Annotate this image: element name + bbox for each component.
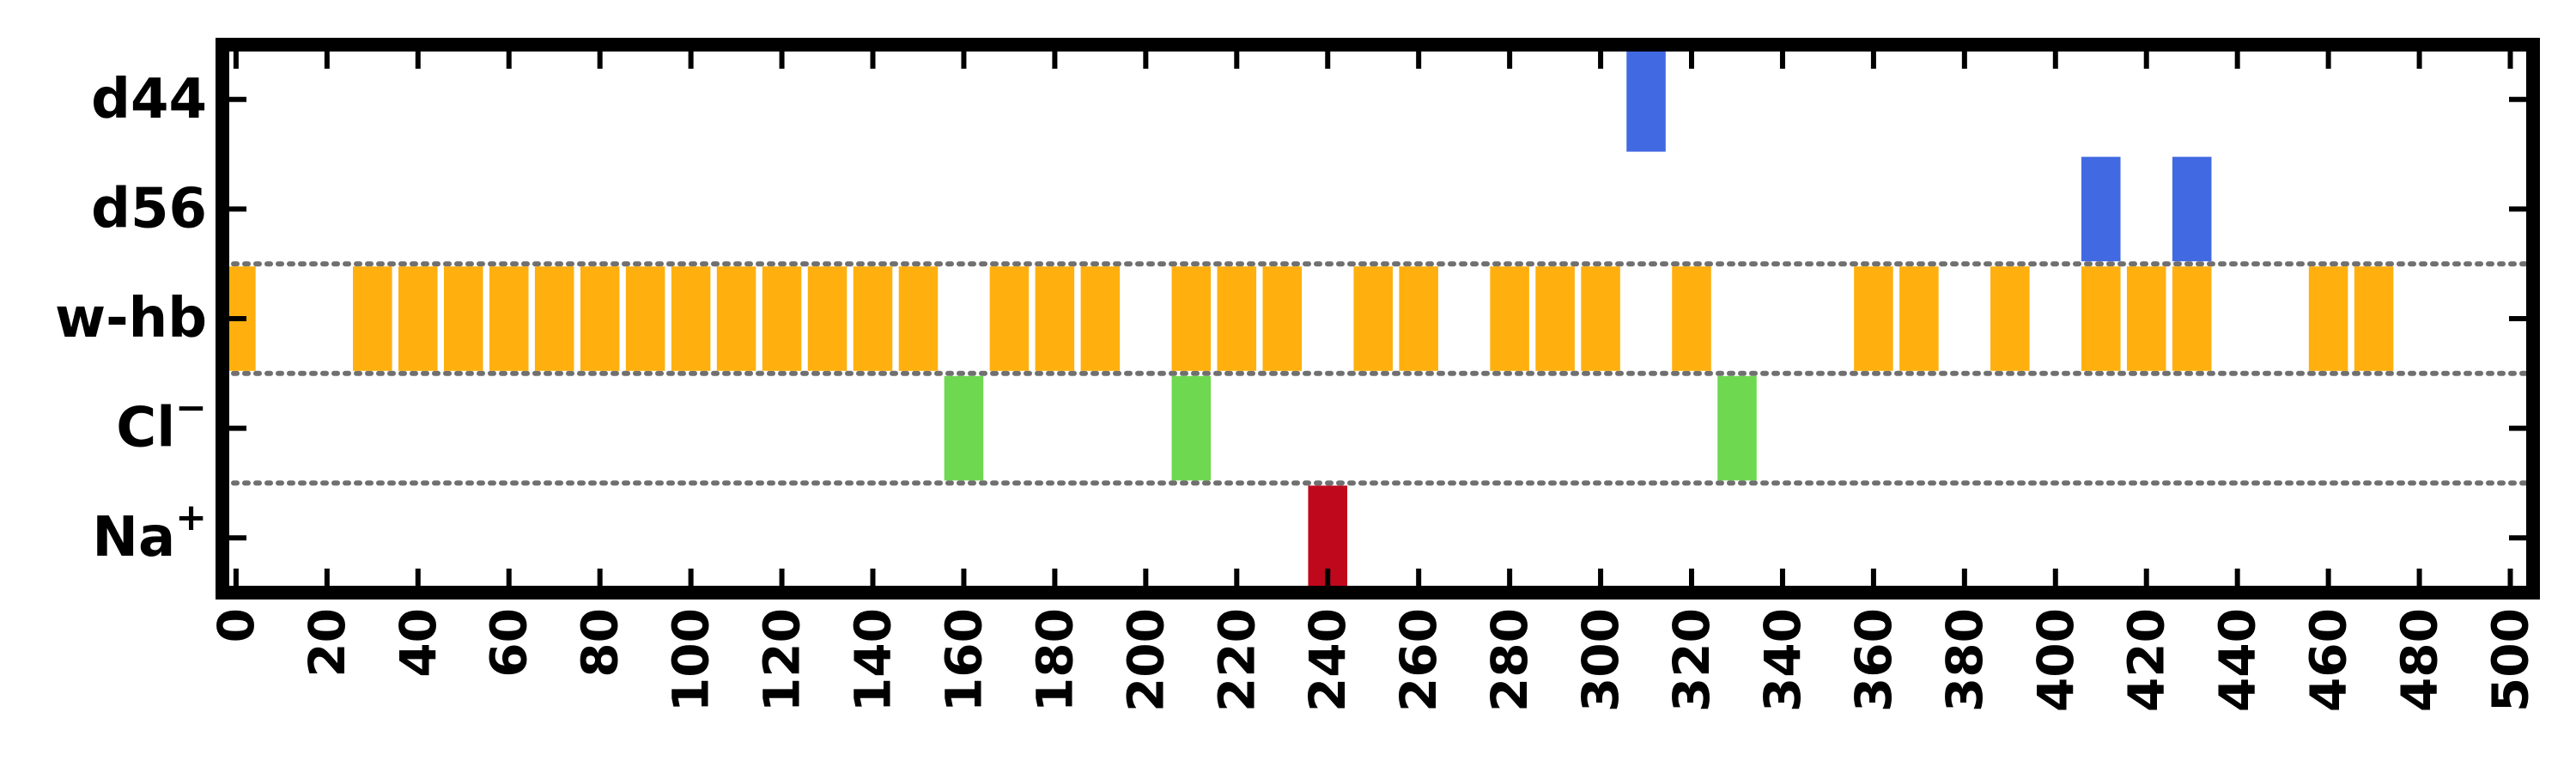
event-bar-w-hb xyxy=(1535,266,1575,371)
x-tick-label: 120 xyxy=(753,608,811,712)
event-bar-w-hb xyxy=(580,266,620,371)
x-tick-label: 180 xyxy=(1025,608,1084,712)
event-bar-w-hb xyxy=(489,266,529,371)
x-tick-label: 300 xyxy=(1571,608,1630,712)
row-separators xyxy=(220,261,2536,486)
event-bar-w-hb xyxy=(762,266,802,371)
event-bar-w-hb xyxy=(2308,266,2348,371)
event-bar-w-hb xyxy=(1581,266,1620,371)
event-bar-w-hb xyxy=(2354,266,2394,371)
x-axis-tick-labels: 0 20 40 60 80 100 120 140 160 180 200 220 240 260 280 3… xyxy=(207,608,2540,712)
event-bar-w-hb xyxy=(398,266,438,371)
event-bar-w-hb xyxy=(807,266,848,371)
event-bar-w-hb xyxy=(625,266,665,371)
event-bar-w-hb xyxy=(534,266,574,371)
event-bar-w-hb xyxy=(2172,266,2212,371)
event-bar-w-hb xyxy=(898,266,939,371)
x-tick-label: 100 xyxy=(662,608,720,712)
y-tick-label-cl: Cl− xyxy=(116,386,207,460)
x-tick-label: 20 xyxy=(298,608,356,678)
event-bars xyxy=(216,47,2394,590)
x-tick-label: 440 xyxy=(2208,608,2267,712)
event-bar-w-hb xyxy=(989,266,1030,371)
event-bar-w-hb xyxy=(1854,266,1893,371)
x-tick-label: 160 xyxy=(934,608,993,712)
event-bar-w-hb xyxy=(716,266,756,371)
y-axis-tick-labels: d44 d56 w-hb Cl− Na+ xyxy=(55,68,207,569)
x-tick-label: 500 xyxy=(2482,608,2540,712)
event-bar-w-hb xyxy=(353,266,392,371)
event-bar-w-hb xyxy=(1399,266,1438,371)
x-tick-label: 380 xyxy=(1935,608,1994,712)
x-tick-label: 460 xyxy=(2300,608,2358,712)
event-bar-d44 xyxy=(1626,47,1666,152)
event-bar-w-hb xyxy=(1035,266,1075,371)
event-bar-w-hb xyxy=(853,266,893,371)
event-bar-w-hb xyxy=(1899,266,1939,371)
x-tick-label: 340 xyxy=(1753,608,1812,712)
plot-frame xyxy=(216,38,2540,600)
event-bar-cl xyxy=(1717,375,1757,481)
x-tick-label: 400 xyxy=(2026,608,2085,712)
x-tick-label: 260 xyxy=(1389,608,1448,712)
x-tick-label: 240 xyxy=(1298,608,1357,712)
event-bar-w-hb xyxy=(443,266,483,371)
x-tick-label: 320 xyxy=(1662,608,1721,712)
x-tick-label: 80 xyxy=(571,608,629,678)
event-bar-w-hb xyxy=(2126,266,2166,371)
event-bar-w-hb xyxy=(1353,266,1393,371)
event-bar-cl xyxy=(1171,375,1212,481)
x-tick-label: 420 xyxy=(2117,608,2176,712)
event-bar-cl xyxy=(944,375,984,481)
event-bar-w-hb xyxy=(1490,266,1529,371)
x-tick-label: 200 xyxy=(1116,608,1175,712)
x-tick-label: 480 xyxy=(2391,608,2449,712)
x-tick-label: 140 xyxy=(844,608,902,712)
y-tick-label-charge: + xyxy=(175,496,207,539)
event-bar-w-hb xyxy=(2081,266,2121,371)
event-bar-w-hb xyxy=(1262,266,1303,371)
x-tick-label: 60 xyxy=(480,608,538,678)
event-bar-w-hb xyxy=(671,266,711,371)
event-bar-w-hb xyxy=(1990,266,2030,371)
event-bar-w-hb xyxy=(1217,266,1257,371)
x-tick-label: 220 xyxy=(1207,608,1266,712)
event-bar-d56 xyxy=(2081,156,2121,262)
event-bar-d56 xyxy=(2172,156,2212,262)
x-tick-label: 360 xyxy=(1844,608,1903,712)
event-bar-w-hb xyxy=(1171,266,1212,371)
x-tick-label: 40 xyxy=(389,608,447,678)
y-tick-label-d56: d56 xyxy=(91,177,207,240)
y-tick-label-d44: d44 xyxy=(91,68,207,131)
y-tick-label-charge: − xyxy=(175,386,207,429)
x-tick-label: 280 xyxy=(1480,608,1539,712)
event-bar-w-hb xyxy=(1080,266,1121,371)
event-bar-w-hb xyxy=(1672,266,1711,371)
y-tick-label-w-hb: w-hb xyxy=(55,287,207,350)
x-tick-label: 0 xyxy=(207,608,265,642)
y-tick-label-na: Na+ xyxy=(92,496,207,570)
